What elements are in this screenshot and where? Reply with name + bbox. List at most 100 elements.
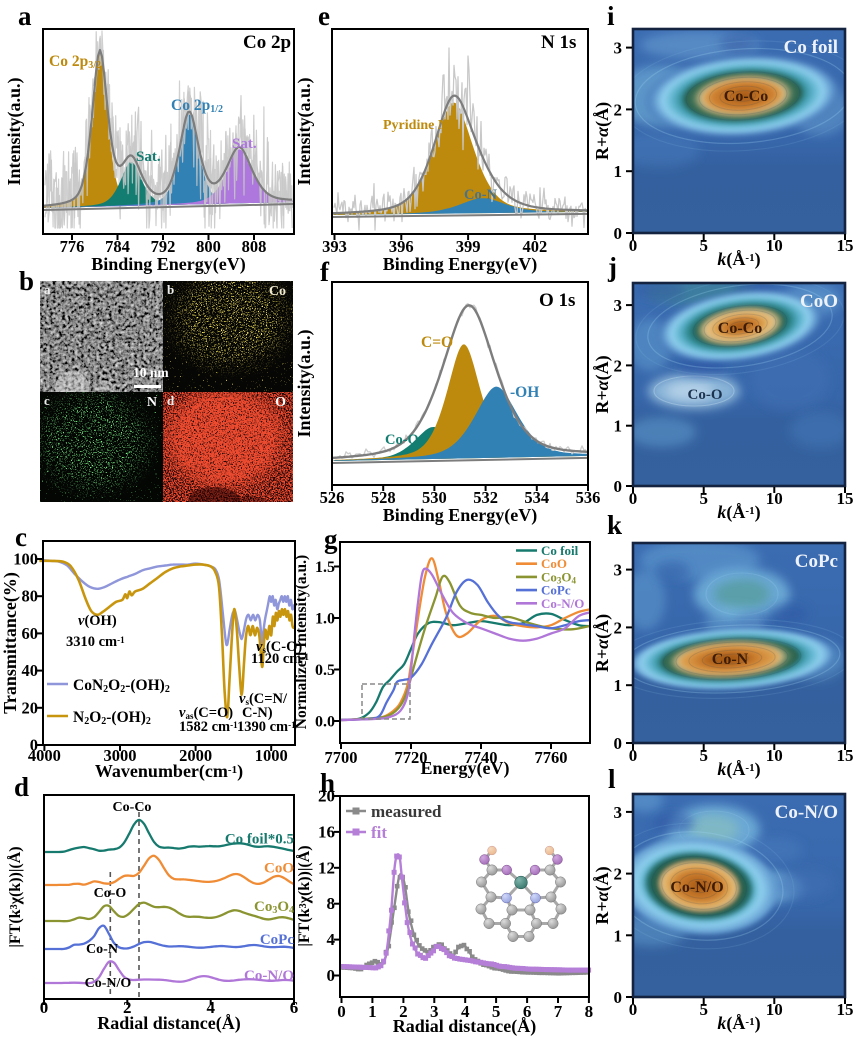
svg-text:Co foil*0.5: Co foil*0.5 <box>225 832 294 848</box>
svg-text:Co-N/O: Co-N/O <box>775 802 838 823</box>
svg-text:Co 2p3/2: Co 2p3/2 <box>49 53 101 71</box>
svg-text:Co 2p1/2: Co 2p1/2 <box>171 97 223 115</box>
svg-text:10: 10 <box>766 236 783 255</box>
svg-text:1: 1 <box>614 676 623 695</box>
svg-text:7: 7 <box>554 1002 563 1021</box>
svg-text:N 1s: N 1s <box>541 32 576 53</box>
svg-text:CoPc: CoPc <box>541 583 571 598</box>
svg-text:0: 0 <box>337 1002 346 1021</box>
svg-text:Sat.: Sat. <box>232 136 257 152</box>
svg-text:Binding Energy(eV): Binding Energy(eV) <box>383 254 538 275</box>
svg-text:f: f <box>320 257 330 287</box>
svg-text:Binding Energy(eV): Binding Energy(eV) <box>91 254 246 275</box>
svg-text:C-N): C-N) <box>242 705 273 721</box>
svg-text:1: 1 <box>368 1002 377 1021</box>
svg-text:Co-O: Co-O <box>688 387 723 403</box>
svg-text:12: 12 <box>318 858 335 877</box>
svg-text:CoO: CoO <box>800 291 838 312</box>
svg-text:0: 0 <box>327 966 336 985</box>
svg-text:15: 15 <box>837 1000 854 1019</box>
svg-text:Co: Co <box>269 284 286 299</box>
svg-text:0: 0 <box>629 746 638 765</box>
svg-text:Intensity(a.u.): Intensity(a.u.) <box>4 77 25 185</box>
svg-text:Co-N/O: Co-N/O <box>85 976 132 991</box>
svg-text:c: c <box>15 522 27 552</box>
svg-text:Intensity(a.u.): Intensity(a.u.) <box>294 329 315 437</box>
svg-text:396: 396 <box>389 237 414 256</box>
svg-text:j: j <box>607 252 617 282</box>
svg-text:a: a <box>18 1 32 31</box>
svg-text:10: 10 <box>766 1000 783 1019</box>
svg-text:0: 0 <box>614 224 623 243</box>
svg-text:0: 0 <box>40 998 49 1017</box>
svg-text:Pyridine N: Pyridine N <box>383 118 448 133</box>
svg-text:measured: measured <box>371 802 442 821</box>
svg-text:15: 15 <box>837 746 854 765</box>
svg-text:3000: 3000 <box>104 746 137 765</box>
svg-text:Co-Co: Co-Co <box>113 800 152 815</box>
svg-text:k(Å-1): k(Å-1) <box>717 249 760 270</box>
svg-text:Transmittance(%): Transmittance(%) <box>0 572 21 714</box>
svg-text:530: 530 <box>422 488 447 507</box>
svg-text:1000: 1000 <box>255 746 288 765</box>
svg-text:N2O2-(OH)2: N2O2-(OH)2 <box>73 709 151 727</box>
svg-text:808: 808 <box>242 237 267 256</box>
svg-text:2000: 2000 <box>179 746 212 765</box>
svg-text:100: 100 <box>13 550 38 569</box>
svg-text:532: 532 <box>473 488 498 507</box>
svg-text:CoO: CoO <box>541 556 567 571</box>
svg-text:R+α(Å): R+α(Å) <box>592 102 613 160</box>
svg-text:ν(OH): ν(OH) <box>78 613 117 629</box>
svg-text:5: 5 <box>699 746 708 765</box>
svg-text:5: 5 <box>699 1000 708 1019</box>
svg-text:2: 2 <box>399 1002 408 1021</box>
svg-text:k: k <box>607 510 622 540</box>
svg-text:8: 8 <box>327 894 336 913</box>
svg-text:Wavenumber(cm-1): Wavenumber(cm-1) <box>95 761 243 782</box>
svg-text:2: 2 <box>614 865 623 884</box>
svg-text:402: 402 <box>523 237 548 256</box>
svg-text:Co foil: Co foil <box>784 37 838 58</box>
svg-text:Co3O4: Co3O4 <box>254 899 294 916</box>
svg-text:C=O: C=O <box>421 334 453 351</box>
svg-text:4000: 4000 <box>28 746 61 765</box>
svg-text:0: 0 <box>614 477 623 496</box>
svg-text:h: h <box>320 768 335 798</box>
svg-text:νs(C=N/: νs(C=N/ <box>239 691 288 707</box>
svg-text:b: b <box>19 266 34 296</box>
svg-text:10: 10 <box>766 746 783 765</box>
svg-text:1.0: 1.0 <box>315 611 335 628</box>
svg-text:Co foil: Co foil <box>541 543 579 558</box>
svg-text:Co-N/O: Co-N/O <box>244 968 294 984</box>
svg-text:Sat.: Sat. <box>136 149 161 165</box>
svg-text:N: N <box>147 395 157 410</box>
svg-text:νas(C=O): νas(C=O) <box>179 705 233 721</box>
svg-text:k(Å-1): k(Å-1) <box>717 1013 760 1034</box>
svg-text:Co-N: Co-N <box>464 187 498 203</box>
svg-text:c: c <box>44 393 50 408</box>
svg-text:10 nm: 10 nm <box>133 365 169 380</box>
svg-text:4: 4 <box>461 1002 470 1021</box>
svg-text:0: 0 <box>614 988 623 1007</box>
svg-text:399: 399 <box>456 237 481 256</box>
svg-text:Binding Energy(eV): Binding Energy(eV) <box>383 505 538 526</box>
svg-text:Intensity(a.u.): Intensity(a.u.) <box>294 77 315 185</box>
svg-text:k(Å-1): k(Å-1) <box>717 759 760 780</box>
svg-text:1120 cm-1: 1120 cm-1 <box>251 651 309 667</box>
svg-text:80: 80 <box>22 587 39 606</box>
svg-text:2: 2 <box>614 100 623 119</box>
svg-text:a: a <box>44 282 51 297</box>
svg-text:Radial distance(Å): Radial distance(Å) <box>97 1013 241 1034</box>
svg-text:CoPc: CoPc <box>260 932 294 948</box>
svg-text:2: 2 <box>123 998 132 1017</box>
svg-text:1: 1 <box>614 162 623 181</box>
svg-text:4: 4 <box>327 930 336 949</box>
svg-text:7740: 7740 <box>465 748 498 767</box>
svg-text:e: e <box>318 1 330 31</box>
svg-text:Radial distance(Å): Radial distance(Å) <box>393 1016 537 1037</box>
svg-text:|FT(k3χ(k))|(Å): |FT(k3χ(k))|(Å) <box>295 845 313 946</box>
svg-text:0: 0 <box>614 734 623 753</box>
svg-text:7720: 7720 <box>395 748 428 767</box>
svg-text:0: 0 <box>629 236 638 255</box>
svg-text:5: 5 <box>492 1002 501 1021</box>
